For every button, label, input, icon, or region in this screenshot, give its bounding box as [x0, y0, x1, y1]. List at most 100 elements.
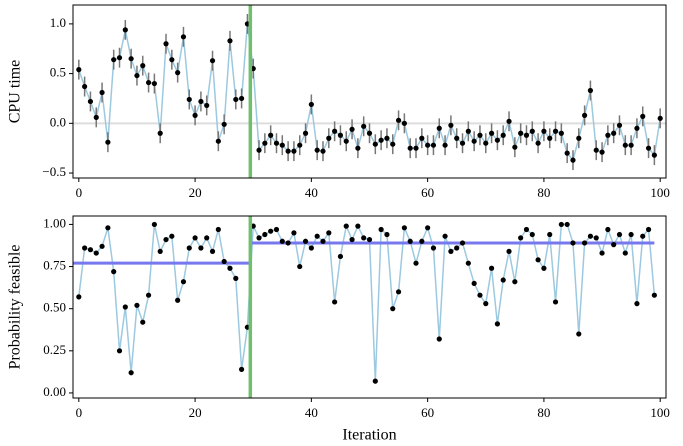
data-point: [506, 248, 512, 254]
data-point: [349, 126, 355, 132]
data-point: [291, 148, 297, 154]
data-point: [163, 236, 169, 243]
data-point: [320, 238, 326, 244]
data-point: [395, 289, 402, 295]
data-point: [430, 245, 437, 251]
data-point: [477, 292, 483, 298]
data-point: [465, 260, 471, 266]
data-point: [529, 231, 535, 238]
data-point: [215, 138, 221, 144]
data-point: [477, 132, 483, 138]
data-point: [401, 225, 407, 231]
data-point: [163, 41, 169, 47]
data-point: [343, 223, 349, 229]
data-point: [204, 102, 210, 109]
data-point: [99, 243, 105, 249]
data-point: [291, 230, 297, 236]
data-point: [337, 253, 344, 260]
data-point: [576, 331, 582, 337]
data-point: [419, 135, 425, 141]
data-point: [256, 147, 262, 153]
data-point: [552, 299, 559, 305]
y-tick-label: 0.0: [50, 114, 66, 129]
data-point: [605, 226, 611, 233]
data-point: [425, 225, 431, 231]
data-point: [552, 128, 559, 134]
data-point: [494, 321, 501, 327]
data-point: [547, 135, 553, 141]
data-point: [390, 141, 396, 147]
data-point: [145, 79, 152, 86]
data-point: [634, 301, 640, 307]
data-point: [76, 294, 82, 300]
x-tick-label: 0: [76, 185, 83, 200]
data-point: [401, 120, 407, 126]
data-point: [221, 121, 227, 127]
data-point: [111, 269, 117, 275]
data-point: [111, 57, 117, 63]
data-point: [576, 135, 582, 141]
data-point: [622, 142, 628, 148]
data-point: [332, 299, 338, 305]
data-point: [209, 248, 216, 254]
data-point: [471, 280, 477, 287]
y-axis-label: CPU time: [7, 60, 24, 124]
data-point: [628, 231, 634, 238]
data-point: [262, 140, 268, 146]
data-point: [547, 231, 553, 238]
y-tick-label: 1.00: [43, 215, 66, 230]
data-point: [500, 132, 506, 138]
data-point: [372, 378, 378, 384]
data-point: [523, 226, 530, 233]
data-point: [128, 56, 134, 62]
data-point: [611, 130, 617, 136]
y-tick-label: 1.0: [50, 15, 66, 30]
x-tick-label: 80: [537, 185, 550, 200]
data-point: [180, 279, 187, 285]
data-point: [384, 135, 390, 141]
data-point: [483, 140, 489, 146]
data-point: [599, 250, 605, 256]
data-point: [361, 123, 367, 129]
data-point: [535, 140, 541, 146]
data-point: [238, 366, 245, 372]
data-point: [488, 265, 495, 271]
data-point: [407, 238, 413, 244]
data-point: [529, 128, 535, 134]
x-tick-label: 60: [421, 185, 434, 200]
data-point: [320, 148, 326, 154]
data-point: [582, 112, 588, 118]
data-point: [169, 57, 175, 63]
data-point: [233, 96, 239, 103]
data-point: [570, 240, 576, 246]
data-point: [349, 236, 355, 243]
data-point: [512, 144, 518, 150]
x-tick-label: 60: [421, 405, 434, 420]
data-point: [564, 150, 570, 156]
data-point: [564, 221, 570, 228]
data-point: [145, 292, 152, 298]
data-point: [204, 235, 210, 241]
data-point: [175, 70, 181, 76]
data-point: [448, 122, 454, 128]
plot-frame: [72, 215, 667, 399]
y-tick-label: 0.75: [43, 258, 66, 273]
data-point: [273, 140, 280, 146]
data-point: [442, 142, 448, 148]
data-point: [587, 87, 594, 94]
data-point: [151, 221, 157, 228]
data-point: [87, 247, 94, 253]
data-point: [175, 297, 181, 303]
data-point: [442, 233, 448, 239]
data-point: [221, 258, 227, 265]
data-point: [169, 233, 175, 239]
data-point: [378, 137, 384, 143]
x-tick-label: 40: [305, 185, 318, 200]
data-point: [518, 130, 524, 136]
x-axis-label: Iteration: [342, 427, 396, 444]
data-point: [413, 260, 419, 266]
data-point: [523, 132, 530, 138]
data-point: [425, 142, 431, 148]
data-point: [616, 231, 623, 238]
data-point: [308, 245, 314, 251]
